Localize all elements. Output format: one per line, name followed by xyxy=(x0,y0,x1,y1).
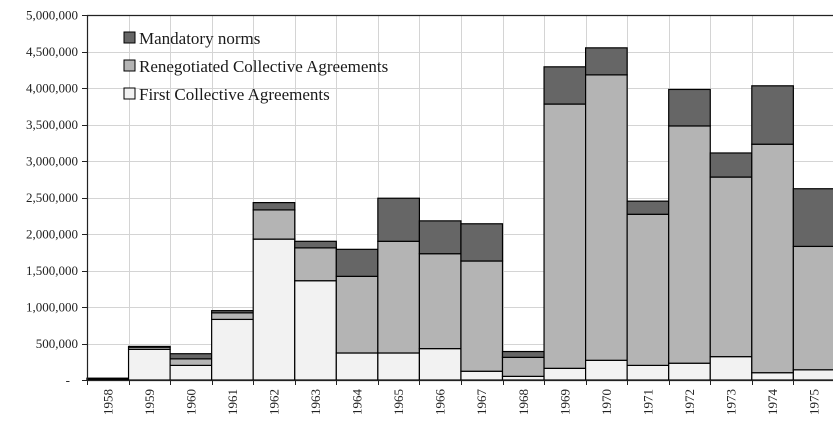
x-tick-label-1966: 1966 xyxy=(433,389,448,416)
bar-1972-series-1 xyxy=(668,125,711,364)
bar-1974-series-1 xyxy=(751,143,794,374)
y-tick-label-4: 2,000,000 xyxy=(26,227,78,242)
bar-1962-series-0 xyxy=(252,238,296,381)
x-tick-label-1971: 1971 xyxy=(640,389,655,415)
bar-1964-series-0 xyxy=(335,352,379,381)
legend-swatch-1 xyxy=(123,59,136,72)
x-tick-label-1969: 1969 xyxy=(557,389,572,415)
bar-1967-series-0 xyxy=(460,370,504,381)
bars xyxy=(86,47,833,381)
bar-1966-series-2 xyxy=(418,220,462,255)
bar-1971-series-0 xyxy=(626,364,670,381)
x-tick-label-1970: 1970 xyxy=(599,389,614,415)
bar-1975-series-2 xyxy=(792,188,833,248)
bar-1966-series-0 xyxy=(418,348,462,381)
bar-1970-series-2 xyxy=(584,47,628,76)
x-tick-label-1973: 1973 xyxy=(724,389,739,415)
bar-1962-series-2 xyxy=(252,202,296,211)
legend-swatch-2 xyxy=(123,87,136,100)
bar-1973-series-2 xyxy=(709,152,753,178)
bar-1971-series-1 xyxy=(626,213,670,366)
y-tick-label-7: 3,500,000 xyxy=(26,117,78,132)
bar-1970-series-1 xyxy=(584,74,628,361)
legend-swatch-0 xyxy=(123,31,136,44)
bar-1975-series-0 xyxy=(792,369,833,381)
bar-1959-series-0 xyxy=(127,348,171,381)
y-tick-label-10: 5,000,000 xyxy=(26,8,78,23)
x-tick-label-1960: 1960 xyxy=(183,389,198,415)
bar-1967-series-2 xyxy=(460,223,504,262)
y-tick-label-5: 2,500,000 xyxy=(26,190,78,205)
x-tick-label-1967: 1967 xyxy=(474,389,489,416)
bar-1969-series-0 xyxy=(543,367,587,381)
x-tick-label-1961: 1961 xyxy=(225,389,240,415)
x-tick-label-1965: 1965 xyxy=(391,389,406,415)
y-tick-label-8: 4,000,000 xyxy=(26,81,78,96)
bar-1973-series-0 xyxy=(709,356,753,381)
bar-1974-series-0 xyxy=(751,372,794,381)
y-tick-label-6: 3,000,000 xyxy=(26,154,78,169)
bar-1960-series-1 xyxy=(169,358,213,366)
bar-1965-series-1 xyxy=(377,240,421,354)
x-tick-label-1962: 1962 xyxy=(267,389,282,415)
bar-1965-series-2 xyxy=(377,197,421,242)
bar-1968-series-2 xyxy=(501,350,545,358)
y-tick-label-9: 4,500,000 xyxy=(26,44,78,59)
bar-1968-series-1 xyxy=(501,356,545,377)
legend-label-1: Renegotiated Collective Agreements xyxy=(139,57,388,76)
bar-1974-series-2 xyxy=(751,85,794,145)
x-tick-label-1959: 1959 xyxy=(142,389,157,415)
bar-1961-series-2 xyxy=(211,310,254,314)
bar-1970-series-0 xyxy=(584,359,628,381)
bar-1972-series-2 xyxy=(668,88,711,127)
x-tick-label-1968: 1968 xyxy=(516,389,531,415)
bar-1964-series-1 xyxy=(335,275,379,354)
bar-1971-series-2 xyxy=(626,200,670,215)
bar-1960-series-0 xyxy=(169,364,213,381)
bar-1961-series-1 xyxy=(211,312,254,321)
bar-1960-series-2 xyxy=(169,353,213,360)
bar-1963-series-2 xyxy=(294,240,337,249)
y-tick-label-3: 1,500,000 xyxy=(26,263,78,278)
x-tick-label-1972: 1972 xyxy=(682,389,697,415)
x-tick-label-1958: 1958 xyxy=(100,389,115,415)
bar-1965-series-0 xyxy=(377,352,421,381)
axes xyxy=(82,14,833,385)
bar-1963-series-1 xyxy=(294,247,337,282)
legend-label-2: First Collective Agreements xyxy=(139,85,330,104)
bar-1966-series-1 xyxy=(418,253,462,350)
bar-1962-series-1 xyxy=(252,209,296,240)
x-tick-label-1964: 1964 xyxy=(350,389,365,416)
x-tick-label-1974: 1974 xyxy=(765,389,780,416)
bar-1959-series-2 xyxy=(127,345,171,348)
x-tick-label-1963: 1963 xyxy=(308,389,323,415)
y-tick-label-0: - xyxy=(66,373,70,388)
x-tick-label-1975: 1975 xyxy=(807,389,822,415)
legend-label-0: Mandatory norms xyxy=(139,29,260,48)
bar-1972-series-0 xyxy=(668,362,711,381)
bar-1973-series-1 xyxy=(709,176,753,358)
bar-1963-series-0 xyxy=(294,280,337,381)
y-tick-labels: - 500,000 1,000,000 1,500,000 2,000,000 2,500… xyxy=(26,8,78,388)
legend: Mandatory norms Renegotiated Collective A… xyxy=(123,29,388,104)
bar-1967-series-1 xyxy=(460,260,504,372)
bar-1961-series-0 xyxy=(211,318,254,381)
bar-1969-series-2 xyxy=(543,66,587,105)
y-tick-label-2: 1,000,000 xyxy=(26,300,78,315)
bar-1964-series-2 xyxy=(335,248,379,277)
bar-1975-series-1 xyxy=(792,245,833,371)
x-tick-labels: 1958 1959 1960 1961 1962 1963 1964 1965 1966 1967… xyxy=(100,389,821,416)
y-tick-label-1: 500,000 xyxy=(36,336,78,351)
bar-1969-series-1 xyxy=(543,103,587,369)
